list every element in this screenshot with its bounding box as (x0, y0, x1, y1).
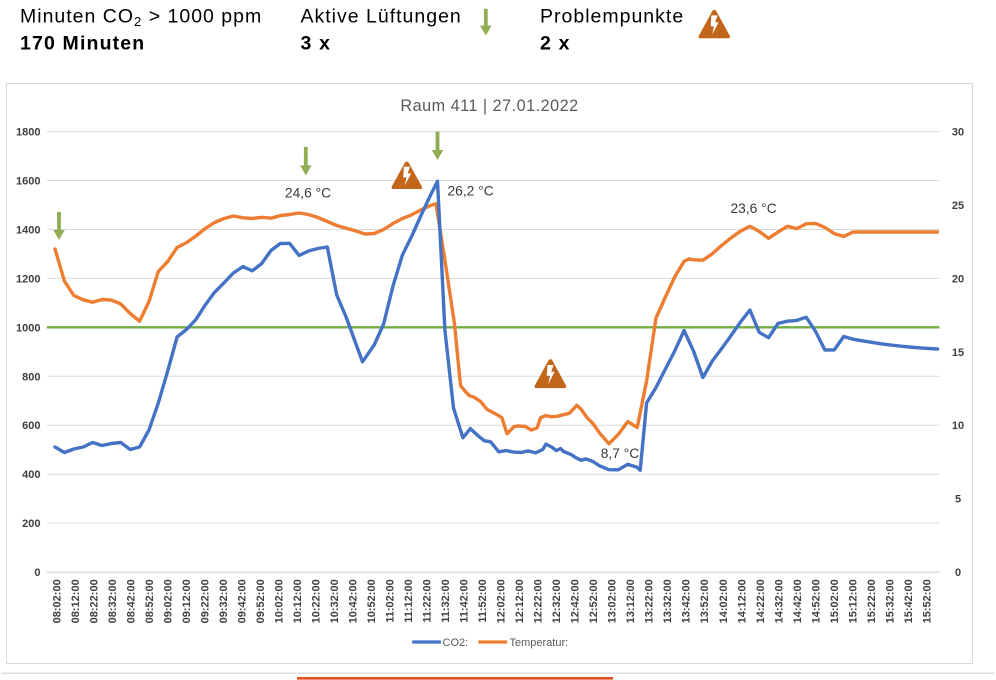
svg-text:11:52:00: 11:52:00 (477, 579, 489, 622)
svg-text:25: 25 (952, 200, 964, 212)
svg-text:14:52:00: 14:52:00 (810, 579, 822, 623)
svg-text:1800: 1800 (16, 127, 40, 139)
svg-text:Minuten CO2 > 1000 ppm: Minuten CO2 > 1000 ppm (20, 6, 262, 30)
svg-text:13:22:00: 13:22:00 (644, 579, 656, 623)
svg-text:170 Minuten: 170 Minuten (20, 33, 145, 55)
svg-text:12:52:00: 12:52:00 (588, 579, 600, 623)
svg-text:15:12:00: 15:12:00 (847, 579, 859, 623)
svg-text:30: 30 (952, 127, 964, 139)
svg-text:14:22:00: 14:22:00 (755, 579, 767, 623)
svg-text:08:12:00: 08:12:00 (70, 579, 82, 623)
svg-text:400: 400 (22, 469, 40, 481)
svg-text:0: 0 (34, 567, 40, 579)
svg-text:26,2 °C: 26,2 °C (448, 184, 494, 199)
svg-text:13:12:00: 13:12:00 (625, 579, 637, 623)
svg-text:08:42:00: 08:42:00 (125, 579, 137, 623)
svg-text:09:32:00: 09:32:00 (218, 579, 230, 623)
svg-text:13:02:00: 13:02:00 (607, 579, 619, 623)
svg-text:12:02:00: 12:02:00 (496, 579, 508, 623)
svg-text:14:02:00: 14:02:00 (718, 579, 730, 623)
svg-text:800: 800 (22, 371, 40, 383)
svg-text:8,7 °C: 8,7 °C (601, 446, 640, 461)
svg-text:14:12:00: 14:12:00 (736, 579, 748, 623)
svg-text:12:42:00: 12:42:00 (570, 579, 582, 623)
svg-text:Aktive Lüftungen: Aktive Lüftungen (301, 6, 462, 28)
svg-text:Problempunkte: Problempunkte (540, 6, 684, 28)
svg-text:200: 200 (22, 518, 40, 530)
svg-text:11:42:00: 11:42:00 (459, 579, 471, 622)
svg-text:1400: 1400 (16, 225, 40, 237)
svg-text:10:42:00: 10:42:00 (348, 579, 360, 623)
svg-text:13:52:00: 13:52:00 (699, 579, 711, 623)
svg-text:08:02:00: 08:02:00 (51, 579, 63, 623)
svg-text:08:22:00: 08:22:00 (88, 579, 100, 623)
svg-text:24,6 °C: 24,6 °C (285, 186, 331, 201)
svg-text:12:12:00: 12:12:00 (514, 579, 526, 623)
svg-text:600: 600 (22, 420, 40, 432)
svg-text:15: 15 (952, 347, 964, 359)
svg-text:20: 20 (952, 273, 964, 285)
svg-text:09:42:00: 09:42:00 (237, 579, 249, 623)
svg-text:09:02:00: 09:02:00 (163, 579, 175, 623)
svg-text:08:32:00: 08:32:00 (107, 579, 119, 623)
svg-text:1600: 1600 (16, 176, 40, 188)
svg-text:5: 5 (955, 494, 961, 506)
svg-text:3 x: 3 x (301, 33, 332, 55)
svg-text:0: 0 (955, 567, 961, 579)
svg-text:Temperatur:: Temperatur: (510, 637, 569, 649)
svg-text:13:32:00: 13:32:00 (662, 579, 674, 623)
svg-text:15:52:00: 15:52:00 (921, 579, 933, 623)
svg-text:10: 10 (952, 420, 964, 432)
svg-text:23,6 °C: 23,6 °C (731, 201, 777, 216)
svg-text:1000: 1000 (16, 322, 40, 334)
svg-text:11:12:00: 11:12:00 (403, 579, 415, 622)
svg-text:10:12:00: 10:12:00 (292, 579, 304, 623)
svg-text:14:32:00: 14:32:00 (773, 579, 785, 623)
svg-text:10:52:00: 10:52:00 (366, 579, 378, 623)
svg-text:15:22:00: 15:22:00 (866, 579, 878, 623)
svg-text:11:02:00: 11:02:00 (385, 579, 397, 622)
svg-text:12:32:00: 12:32:00 (551, 579, 563, 623)
svg-text:10:02:00: 10:02:00 (274, 579, 286, 623)
svg-text:08:52:00: 08:52:00 (144, 579, 156, 623)
svg-text:09:22:00: 09:22:00 (200, 579, 212, 623)
svg-text:CO2:: CO2: (443, 637, 469, 649)
svg-text:15:32:00: 15:32:00 (884, 579, 896, 623)
svg-text:09:52:00: 09:52:00 (255, 579, 267, 623)
svg-text:10:22:00: 10:22:00 (311, 579, 323, 623)
svg-text:09:12:00: 09:12:00 (181, 579, 193, 623)
svg-text:15:42:00: 15:42:00 (903, 579, 915, 623)
svg-text:14:42:00: 14:42:00 (792, 579, 804, 623)
svg-text:1200: 1200 (16, 273, 40, 285)
svg-text:11:22:00: 11:22:00 (422, 579, 434, 622)
svg-text:11:32:00: 11:32:00 (440, 579, 452, 622)
svg-text:2 x: 2 x (540, 33, 571, 55)
svg-text:10:32:00: 10:32:00 (329, 579, 341, 623)
svg-text:13:42:00: 13:42:00 (681, 579, 693, 623)
svg-text:15:02:00: 15:02:00 (829, 579, 841, 623)
svg-text:Raum 411 | 27.01.2022: Raum 411 | 27.01.2022 (400, 97, 578, 115)
svg-text:12:22:00: 12:22:00 (533, 579, 545, 623)
